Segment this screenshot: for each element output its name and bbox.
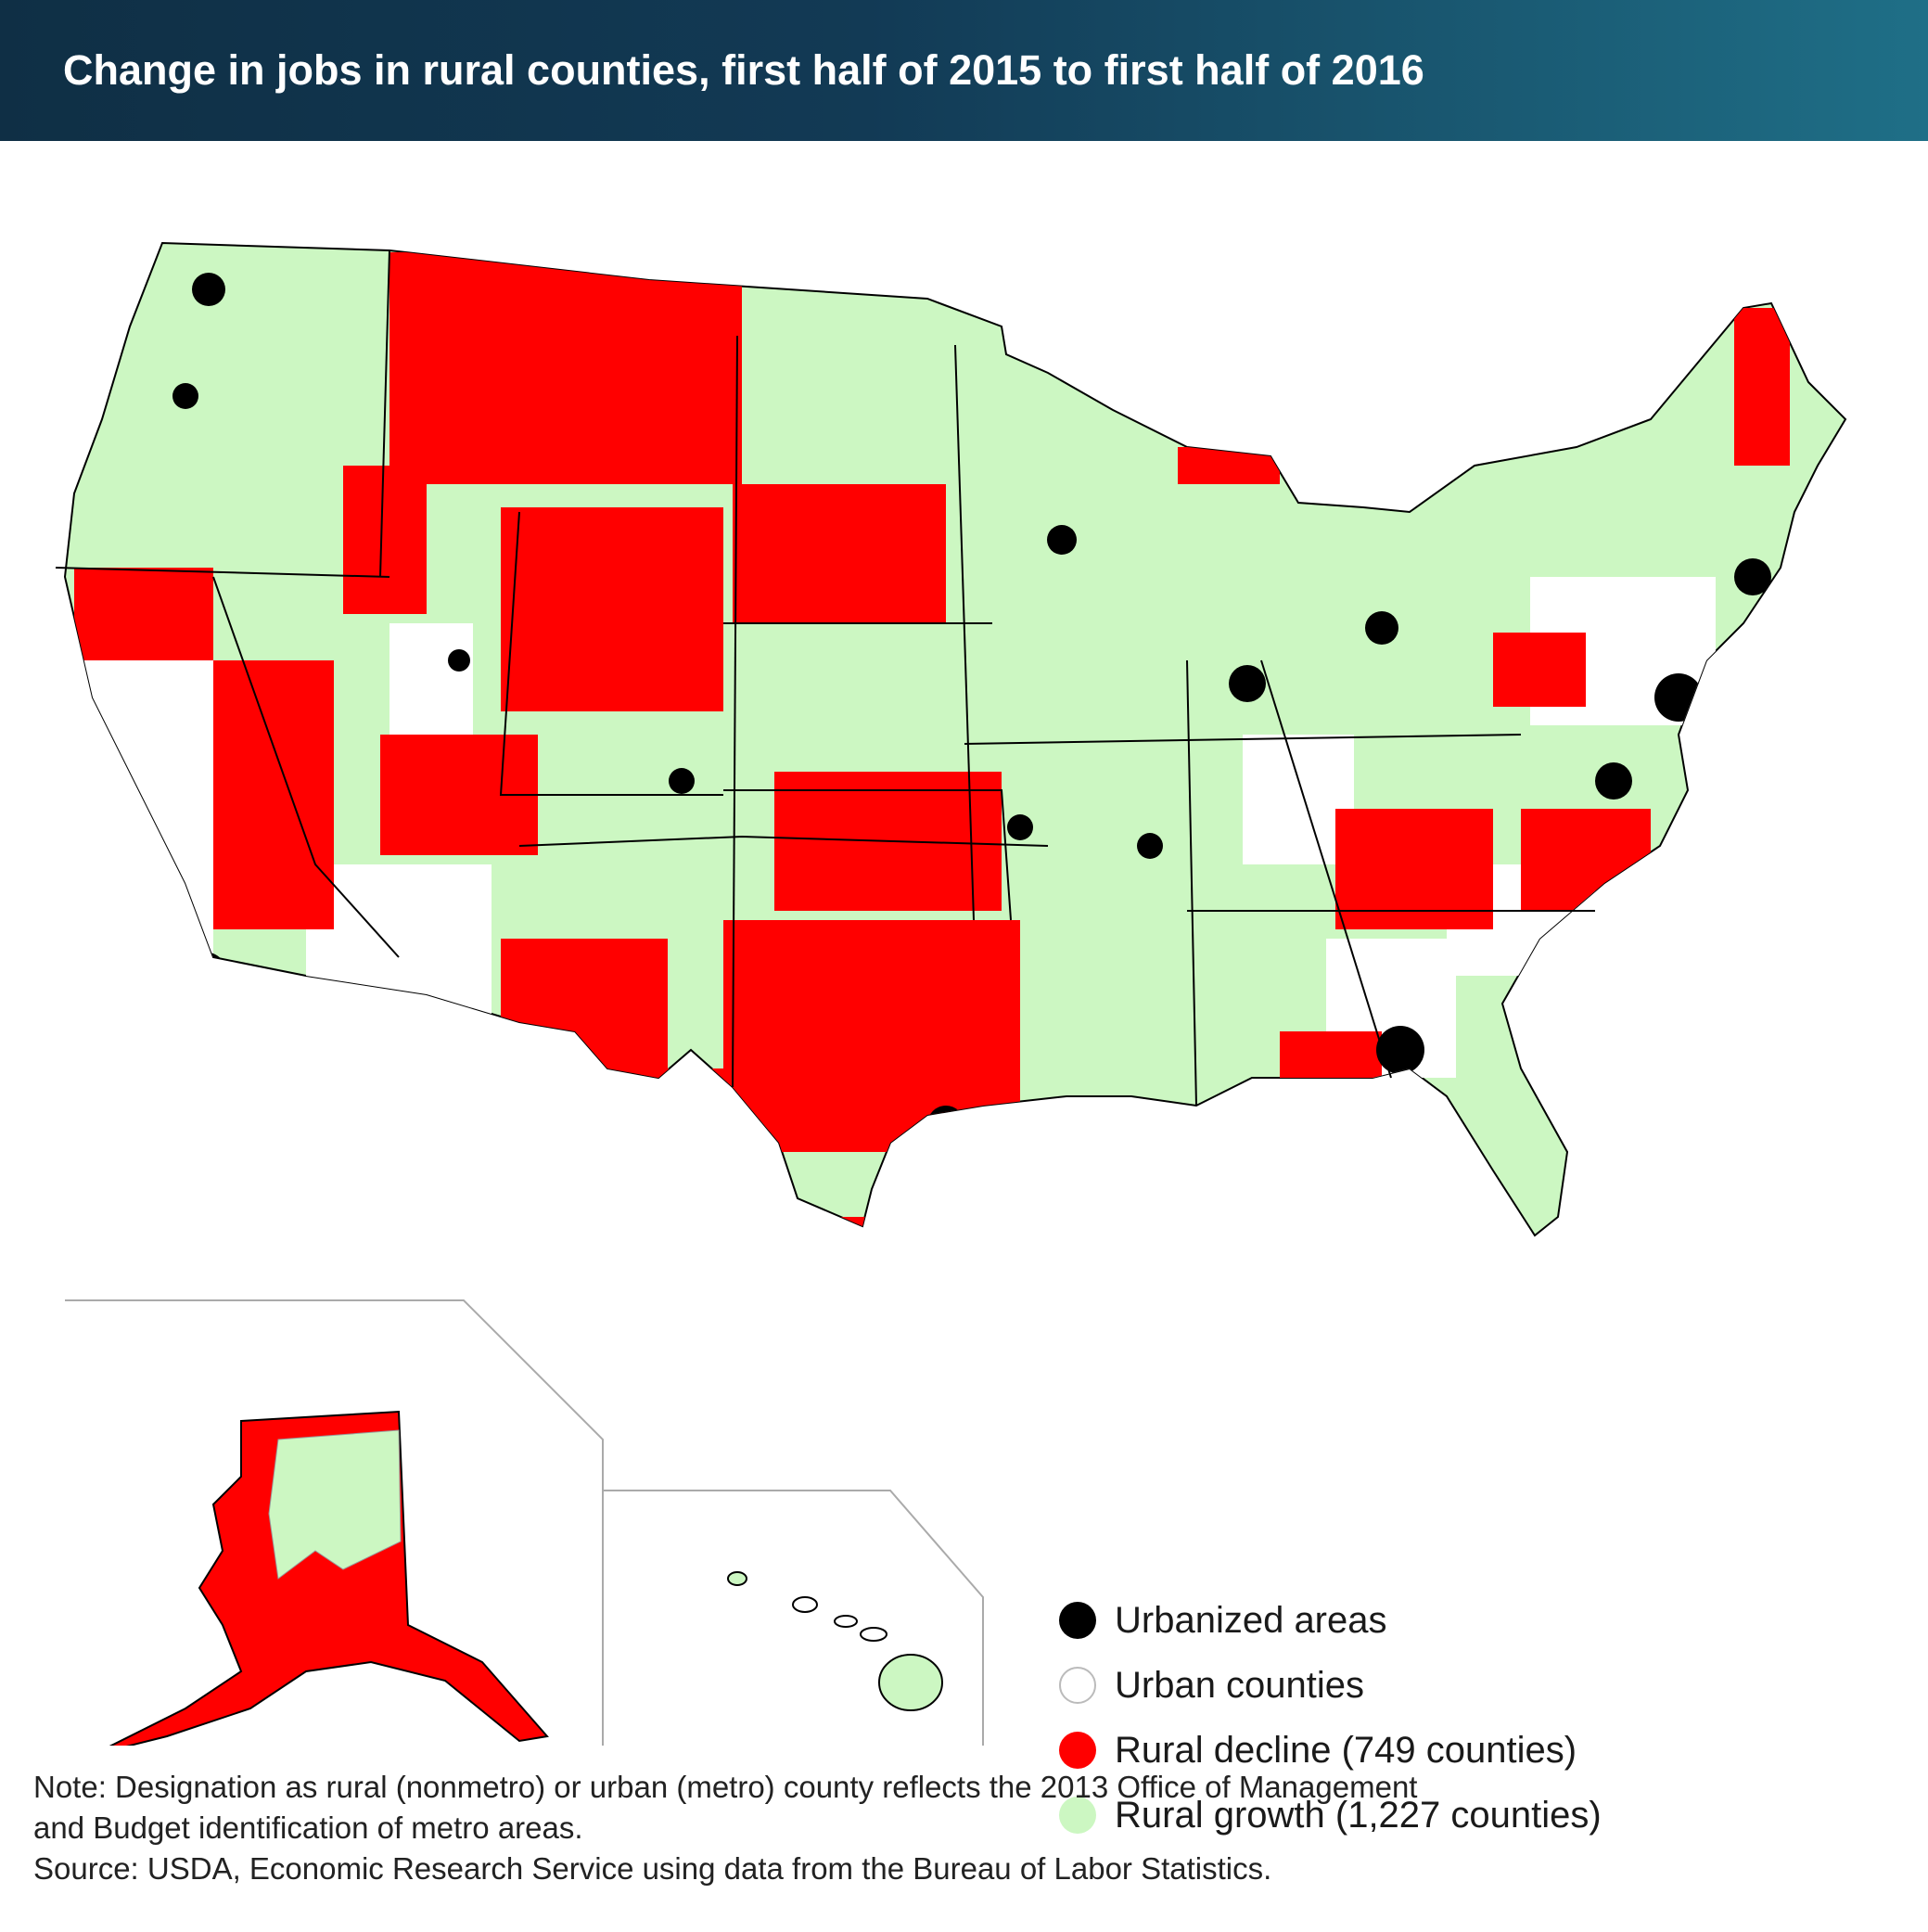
urbanized-washington	[1595, 762, 1632, 800]
urbanized-phoenix	[382, 1024, 415, 1057]
decline-region-montana	[389, 252, 742, 484]
alaska-shape	[109, 1410, 549, 1746]
decline-region-kentucky	[1335, 809, 1493, 929]
decline-region-idaho	[343, 466, 427, 614]
legend-swatch-urban	[1059, 1667, 1096, 1704]
legend-swatch-decline	[1059, 1732, 1096, 1769]
urbanized-seattle	[192, 273, 225, 306]
urbanized-new-york	[1654, 673, 1703, 722]
inset-frames	[65, 1299, 984, 1746]
source-line: Source: USDA, Economic Research Service …	[33, 1851, 1272, 1886]
decline-region-south-texas	[816, 1217, 927, 1235]
alaska-growth-area	[268, 1429, 402, 1580]
urbanized-san-francisco	[74, 730, 111, 767]
note-line-1: Note: Designation as rural (nonmetro) or…	[33, 1770, 1418, 1804]
footnote: Note: Designation as rural (nonmetro) or…	[33, 1767, 1897, 1889]
decline-region-louisiana	[1076, 1115, 1168, 1235]
legend-item-rural-decline: Rural decline (749 counties)	[1059, 1718, 1894, 1783]
decline-region-michigan-up	[1178, 447, 1280, 484]
urbanized-san-antonio	[877, 1264, 903, 1290]
decline-region-oregon-north	[74, 568, 213, 660]
legend-label: Urban counties	[1115, 1664, 1365, 1706]
legend-item-urban-counties: Urban counties	[1059, 1653, 1894, 1718]
state-borders	[55, 249, 1595, 1107]
decline-region-pennsylvania	[1493, 633, 1586, 707]
urbanized-dallas	[927, 1106, 964, 1143]
urbanized-houston	[979, 1241, 1024, 1286]
decline-region-florida	[1521, 1328, 1577, 1393]
legend-label: Rural growth (1,227 counties)	[1115, 1794, 1602, 1836]
urbanized-boston	[1734, 558, 1771, 595]
decline-region-wyoming	[501, 507, 723, 711]
legend-item-urbanized: Urbanized areas	[1059, 1588, 1894, 1653]
urbanized-denver	[669, 768, 695, 794]
urban-region-utah	[389, 623, 473, 735]
note-line-2: and Budget identification of metro areas…	[33, 1810, 583, 1845]
decline-region-west-texas	[640, 1068, 770, 1171]
urbanized-atlanta	[1376, 1026, 1424, 1074]
us-county-map	[55, 241, 1847, 1746]
hawaii-islands	[727, 1571, 943, 1711]
decline-region-new-mexico	[501, 939, 668, 1161]
urbanized-tampa	[1480, 1306, 1506, 1332]
legend: Urbanized areas Urban counties Rural dec…	[1059, 1588, 1894, 1848]
decline-region-alabama	[1280, 1031, 1382, 1152]
urbanized-miami	[1540, 1436, 1566, 1462]
urban-region-california	[65, 660, 213, 976]
legend-item-rural-growth: Rural growth (1,227 counties)	[1059, 1783, 1894, 1848]
urbanized-chicago	[1229, 665, 1266, 702]
decline-region-nevada	[213, 660, 334, 929]
decline-region-dakotas	[733, 484, 946, 623]
urbanized-st-louis	[1137, 833, 1163, 859]
urbanized-detroit	[1365, 611, 1398, 645]
urbanized-salt-lake	[448, 649, 470, 672]
legend-label: Urbanized areas	[1115, 1599, 1387, 1641]
decline-region-virginia	[1521, 809, 1651, 911]
title-bar: Change in jobs in rural counties, first …	[0, 0, 1928, 141]
urbanized-portland	[172, 383, 198, 409]
map-area: Urbanized areas Urban counties Rural dec…	[0, 141, 1928, 1836]
legend-swatch-urbanized	[1059, 1602, 1096, 1639]
legend-swatch-growth	[1059, 1797, 1096, 1834]
urbanized-kansas-city	[1007, 814, 1033, 840]
decline-region-maine	[1734, 308, 1790, 466]
decline-region-texas-gulf	[918, 1143, 1029, 1235]
urbanized-minneapolis	[1047, 525, 1077, 555]
legend-label: Rural decline (749 counties)	[1115, 1729, 1577, 1771]
map-title: Change in jobs in rural counties, first …	[63, 46, 1424, 94]
